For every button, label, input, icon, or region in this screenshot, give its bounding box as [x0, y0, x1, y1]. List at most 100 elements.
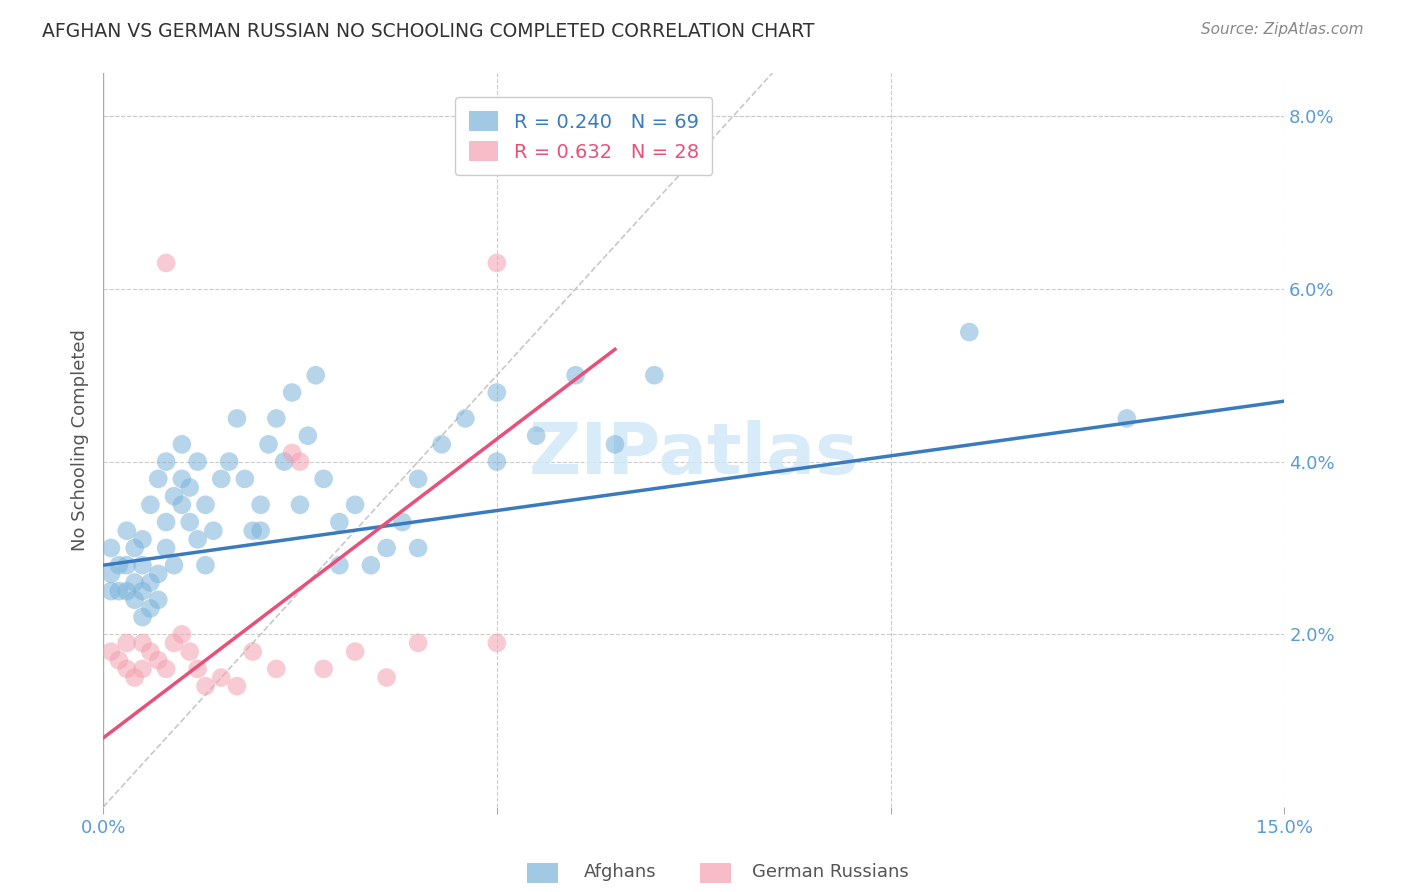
- Point: [288, 498, 311, 512]
- Point: [131, 610, 153, 624]
- Point: [281, 385, 304, 400]
- Point: [485, 454, 508, 468]
- Point: [100, 644, 122, 658]
- Point: [187, 454, 209, 468]
- Text: Source: ZipAtlas.com: Source: ZipAtlas.com: [1201, 22, 1364, 37]
- Point: [115, 524, 138, 538]
- Point: [360, 558, 382, 573]
- Point: [131, 558, 153, 573]
- Point: [139, 498, 162, 512]
- Point: [100, 566, 122, 581]
- Point: [124, 541, 146, 555]
- Point: [115, 636, 138, 650]
- Point: [148, 653, 170, 667]
- Point: [148, 472, 170, 486]
- Point: [163, 558, 186, 573]
- Point: [187, 662, 209, 676]
- Point: [124, 671, 146, 685]
- Point: [155, 662, 177, 676]
- Point: [179, 515, 201, 529]
- Point: [194, 498, 217, 512]
- Point: [564, 368, 586, 383]
- Point: [139, 575, 162, 590]
- Point: [266, 411, 288, 425]
- Point: [312, 662, 335, 676]
- Point: [288, 454, 311, 468]
- Point: [100, 584, 122, 599]
- Point: [100, 541, 122, 555]
- Point: [328, 515, 350, 529]
- Point: [524, 428, 547, 442]
- Point: [202, 524, 225, 538]
- Point: [115, 558, 138, 573]
- Point: [305, 368, 328, 383]
- Point: [139, 601, 162, 615]
- Point: [344, 498, 367, 512]
- Point: [249, 498, 271, 512]
- Point: [155, 541, 177, 555]
- Point: [148, 592, 170, 607]
- Point: [179, 481, 201, 495]
- Point: [603, 437, 626, 451]
- Point: [957, 325, 980, 339]
- Y-axis label: No Schooling Completed: No Schooling Completed: [72, 329, 89, 551]
- Point: [257, 437, 280, 451]
- Point: [242, 524, 264, 538]
- Point: [148, 566, 170, 581]
- Point: [115, 584, 138, 599]
- Text: Afghans: Afghans: [583, 863, 657, 881]
- Point: [209, 671, 232, 685]
- Point: [179, 644, 201, 658]
- Point: [108, 558, 131, 573]
- Point: [344, 644, 367, 658]
- Point: [249, 524, 271, 538]
- Point: [242, 644, 264, 658]
- Point: [170, 472, 193, 486]
- Point: [485, 636, 508, 650]
- Point: [218, 454, 240, 468]
- Point: [187, 533, 209, 547]
- Point: [155, 454, 177, 468]
- Point: [454, 411, 477, 425]
- Point: [155, 256, 177, 270]
- Point: [328, 558, 350, 573]
- Text: German Russians: German Russians: [752, 863, 908, 881]
- Point: [124, 592, 146, 607]
- Point: [375, 541, 398, 555]
- Point: [297, 428, 319, 442]
- Point: [375, 671, 398, 685]
- Point: [170, 437, 193, 451]
- Point: [131, 636, 153, 650]
- Text: AFGHAN VS GERMAN RUSSIAN NO SCHOOLING COMPLETED CORRELATION CHART: AFGHAN VS GERMAN RUSSIAN NO SCHOOLING CO…: [42, 22, 814, 41]
- Point: [108, 584, 131, 599]
- Point: [406, 472, 429, 486]
- Point: [163, 489, 186, 503]
- Point: [281, 446, 304, 460]
- Point: [226, 679, 249, 693]
- Legend: R = 0.240   N = 69, R = 0.632   N = 28: R = 0.240 N = 69, R = 0.632 N = 28: [456, 97, 713, 176]
- Point: [131, 533, 153, 547]
- Point: [155, 515, 177, 529]
- Point: [485, 256, 508, 270]
- Text: ZIPatlas: ZIPatlas: [529, 420, 859, 489]
- Point: [115, 662, 138, 676]
- Point: [194, 558, 217, 573]
- Point: [209, 472, 232, 486]
- Point: [226, 411, 249, 425]
- Point: [124, 575, 146, 590]
- Point: [273, 454, 295, 468]
- Point: [194, 679, 217, 693]
- Point: [406, 636, 429, 650]
- Point: [266, 662, 288, 676]
- Point: [163, 636, 186, 650]
- Point: [406, 541, 429, 555]
- Point: [131, 584, 153, 599]
- Point: [485, 385, 508, 400]
- Point: [1115, 411, 1137, 425]
- Point: [430, 437, 453, 451]
- Point: [131, 662, 153, 676]
- Point: [643, 368, 665, 383]
- Point: [312, 472, 335, 486]
- Point: [170, 627, 193, 641]
- Point: [170, 498, 193, 512]
